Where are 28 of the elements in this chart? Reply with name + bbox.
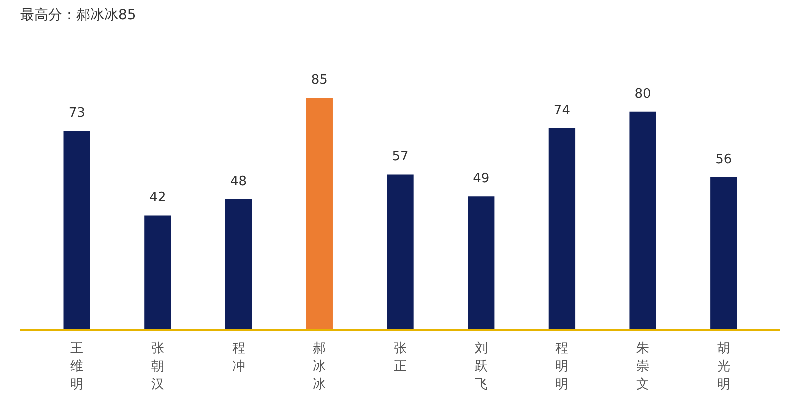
bar	[387, 174, 414, 330]
x-tick-label: 程明明	[556, 342, 569, 392]
data-label: 73	[68, 106, 86, 121]
data-label: 80	[634, 86, 652, 102]
bar	[225, 199, 252, 330]
data-label: 85	[311, 73, 328, 88]
bar	[710, 177, 738, 330]
bar	[468, 196, 495, 330]
data-label: 42	[150, 190, 166, 206]
x-tick-label: 王维明	[70, 342, 84, 392]
data-label: 56	[716, 152, 732, 168]
x-tick-label: 张朝汉	[151, 342, 164, 392]
data-label: 57	[392, 150, 409, 165]
x-tick-label: 胡光明	[717, 342, 730, 392]
data-label: 49	[473, 172, 490, 187]
x-tick-label: 刘跃飞	[474, 342, 488, 392]
x-tick-label: 郝冰冰	[313, 342, 326, 392]
x-tick-label: 张正	[394, 342, 407, 374]
chart-title: 最高分：郝冰冰85	[20, 8, 136, 24]
data-label: 48	[230, 174, 248, 190]
bar	[630, 112, 656, 330]
data-label: 74	[554, 103, 570, 118]
bar	[548, 128, 576, 330]
bar	[306, 98, 333, 330]
x-tick-label: 程冲	[232, 342, 246, 374]
x-tick-label: 朱崇文	[636, 342, 650, 392]
bar	[144, 216, 172, 330]
bar	[64, 130, 90, 330]
